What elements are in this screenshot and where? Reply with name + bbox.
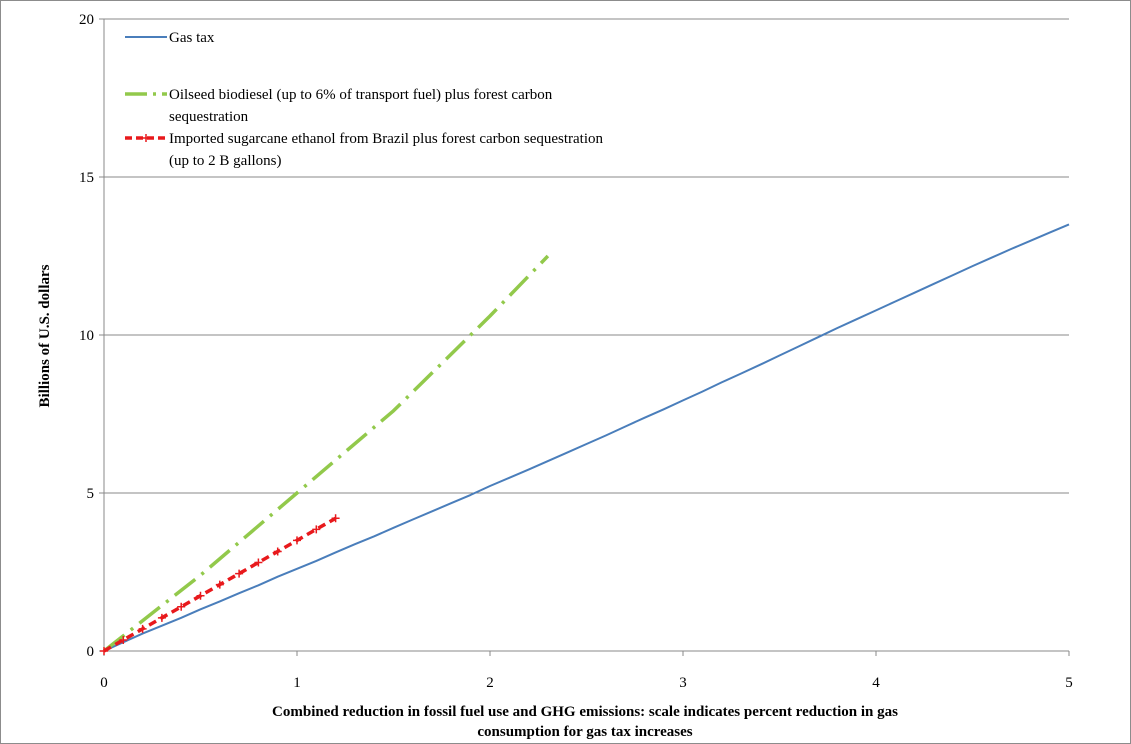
y-tick-label: 15 bbox=[79, 170, 94, 186]
x-axis-title-line-1: Combined reduction in fossil fuel use an… bbox=[272, 704, 898, 720]
data-point-marker bbox=[273, 547, 282, 556]
x-tick-label: 3 bbox=[679, 675, 687, 691]
legend-label: Imported sugarcane ethanol from Brazil p… bbox=[169, 131, 604, 147]
data-point-marker bbox=[100, 647, 108, 655]
y-tick-label: 20 bbox=[79, 12, 94, 28]
x-tick-label: 1 bbox=[293, 675, 301, 691]
data-point-marker bbox=[293, 536, 301, 545]
legend-marker bbox=[142, 134, 150, 142]
data-point-marker bbox=[215, 580, 224, 589]
y-tick-label: 10 bbox=[79, 328, 94, 344]
x-tick-label: 2 bbox=[486, 675, 494, 691]
data-point-marker bbox=[312, 525, 321, 534]
x-tick-label: 4 bbox=[872, 675, 880, 691]
data-point-marker bbox=[157, 613, 166, 622]
legend: Gas tax Oilseed biodiesel (up to 6% of tr… bbox=[125, 30, 604, 169]
x-tick-label: 0 bbox=[100, 675, 108, 691]
data-point-marker bbox=[196, 591, 205, 600]
series-lines bbox=[100, 223, 1070, 655]
tick-labels: 0 5 10 15 20 0 1 2 3 4 5 bbox=[79, 12, 1073, 691]
series-line-2 bbox=[102, 254, 550, 653]
x-tick-label: 5 bbox=[1065, 675, 1073, 691]
series-line-1 bbox=[103, 223, 1070, 652]
data-point-marker bbox=[119, 635, 128, 644]
legend-label: Gas tax bbox=[169, 30, 215, 46]
data-point-marker bbox=[331, 514, 340, 523]
legend-label: (up to 2 B gallons) bbox=[169, 153, 282, 169]
data-point-marker bbox=[177, 602, 186, 611]
legend-label: Oilseed biodiesel (up to 6% of transport… bbox=[169, 87, 553, 103]
y-tick-label: 5 bbox=[87, 486, 95, 502]
legend-label: sequestration bbox=[169, 109, 249, 125]
data-point-marker bbox=[235, 569, 244, 578]
data-point-marker bbox=[138, 624, 147, 633]
y-tick-label: 0 bbox=[87, 644, 95, 660]
x-axis-title-line-2: consumption for gas tax increases bbox=[477, 724, 692, 740]
data-point-marker bbox=[254, 558, 263, 567]
y-axis-title: Billions of U.S. dollars bbox=[37, 264, 53, 407]
gridlines bbox=[104, 18, 1069, 494]
